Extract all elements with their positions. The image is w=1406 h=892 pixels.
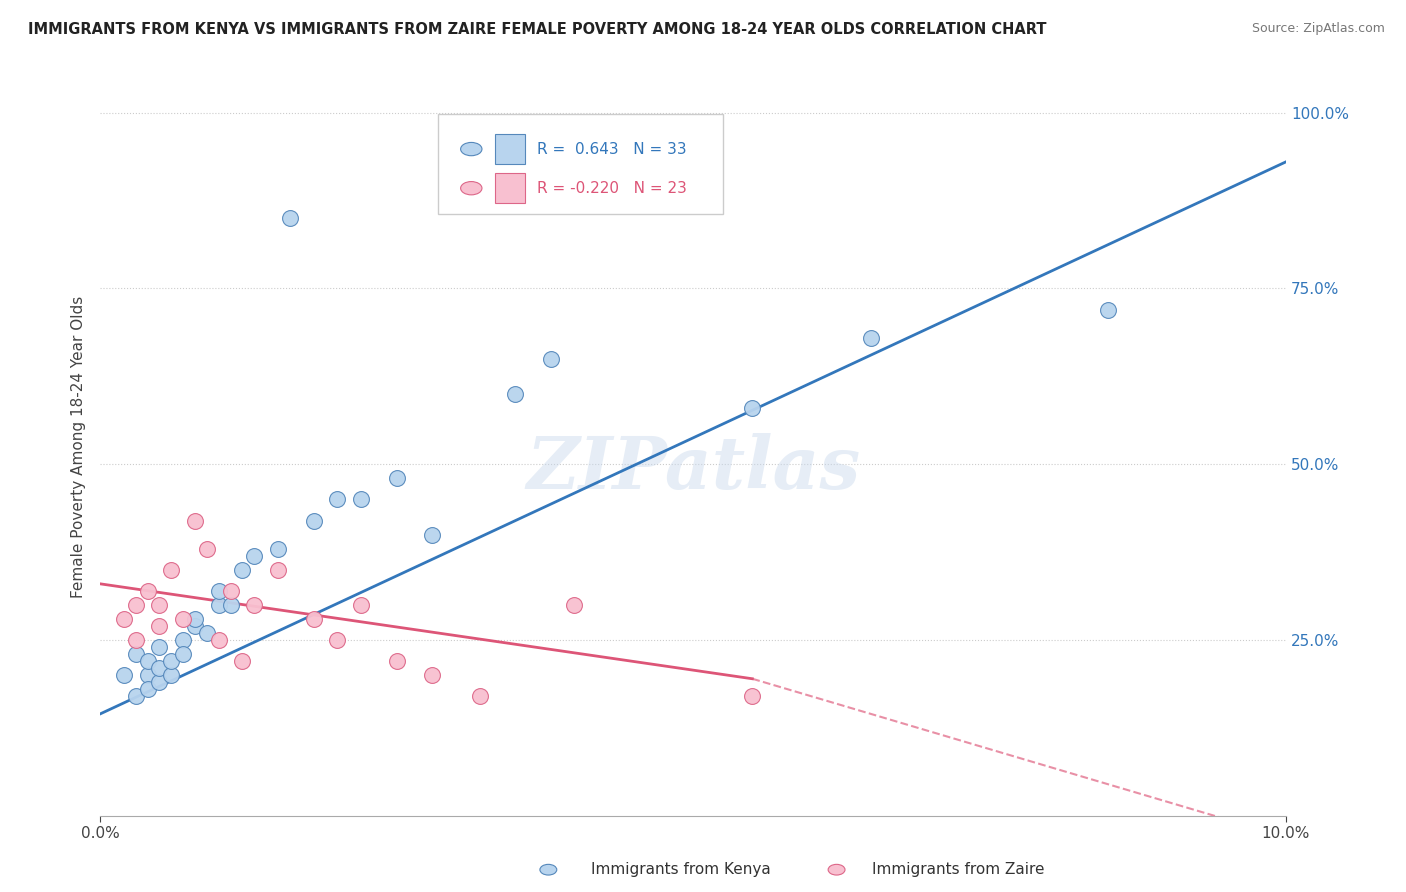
Text: Immigrants from Kenya: Immigrants from Kenya — [591, 863, 770, 877]
Point — [219, 598, 242, 612]
Circle shape — [461, 143, 482, 156]
Point — [160, 654, 183, 668]
Point — [302, 612, 325, 626]
Point — [125, 633, 148, 648]
Point — [125, 598, 148, 612]
Text: ZIPatlas: ZIPatlas — [526, 434, 860, 504]
Point — [172, 612, 194, 626]
Point — [267, 563, 290, 577]
Point — [741, 690, 763, 704]
Point — [219, 583, 242, 598]
Point — [385, 654, 408, 668]
Point — [148, 619, 170, 633]
Point — [231, 654, 253, 668]
Point — [136, 668, 159, 682]
Y-axis label: Female Poverty Among 18-24 Year Olds: Female Poverty Among 18-24 Year Olds — [72, 295, 86, 598]
Point — [208, 598, 231, 612]
Point — [125, 690, 148, 704]
Point — [267, 541, 290, 556]
Point — [243, 598, 266, 612]
Bar — [495, 173, 524, 203]
Text: R = -0.220   N = 23: R = -0.220 N = 23 — [537, 181, 686, 195]
Point — [326, 492, 349, 507]
FancyBboxPatch shape — [439, 114, 723, 214]
Point — [195, 626, 218, 640]
Point — [302, 514, 325, 528]
Point — [148, 675, 170, 690]
Point — [350, 492, 373, 507]
Point — [420, 527, 443, 541]
Point — [172, 647, 194, 661]
Point — [148, 640, 170, 654]
Text: IMMIGRANTS FROM KENYA VS IMMIGRANTS FROM ZAIRE FEMALE POVERTY AMONG 18-24 YEAR O: IMMIGRANTS FROM KENYA VS IMMIGRANTS FROM… — [28, 22, 1046, 37]
Point — [112, 668, 135, 682]
Point — [468, 690, 491, 704]
Point — [243, 549, 266, 563]
Point — [326, 633, 349, 648]
Text: Immigrants from Zaire: Immigrants from Zaire — [872, 863, 1045, 877]
Point — [741, 401, 763, 415]
Point — [231, 563, 253, 577]
Point — [136, 583, 159, 598]
Text: R =  0.643   N = 33: R = 0.643 N = 33 — [537, 142, 686, 157]
Point — [278, 211, 301, 226]
Point — [112, 612, 135, 626]
Point — [503, 387, 526, 401]
Point — [564, 598, 586, 612]
Point — [184, 612, 207, 626]
Point — [148, 661, 170, 675]
Point — [184, 619, 207, 633]
Point — [125, 647, 148, 661]
Bar — [495, 135, 524, 164]
Point — [195, 541, 218, 556]
Point — [208, 583, 231, 598]
Point — [350, 598, 373, 612]
Point — [208, 633, 231, 648]
Point — [540, 351, 562, 366]
Point — [148, 598, 170, 612]
Point — [859, 331, 882, 345]
Point — [172, 633, 194, 648]
Point — [184, 514, 207, 528]
Text: Source: ZipAtlas.com: Source: ZipAtlas.com — [1251, 22, 1385, 36]
Point — [136, 682, 159, 697]
Point — [160, 563, 183, 577]
Point — [385, 471, 408, 485]
Circle shape — [461, 182, 482, 194]
Point — [420, 668, 443, 682]
Point — [136, 654, 159, 668]
Point — [1097, 302, 1119, 317]
Point — [160, 668, 183, 682]
